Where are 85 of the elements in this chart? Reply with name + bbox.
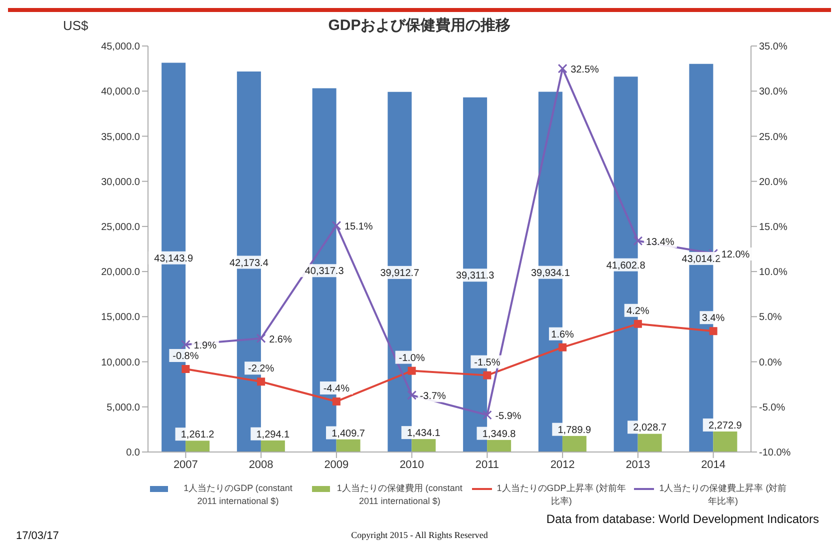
point <box>407 390 417 400</box>
data-label: 1.9% <box>194 340 217 352</box>
y2-tick-label: 35.0% <box>759 42 788 53</box>
y2-tick-label: -5.0% <box>759 402 786 414</box>
data-label: 41,602.8 <box>606 260 646 272</box>
y-tick-label: 10,000.0 <box>101 357 140 368</box>
bar <box>713 431 738 452</box>
legend-label: 1人当たりのGDP (constant 2011 international $) <box>182 482 294 508</box>
data-label: -4.4% <box>323 383 350 394</box>
y2-tick-label: -10.0% <box>759 448 791 459</box>
chart-title: GDPおよび保健費用の推移 <box>328 17 511 34</box>
point <box>558 64 568 74</box>
point <box>633 236 643 246</box>
point <box>558 343 567 352</box>
y2-tick-label: 10.0% <box>759 267 788 278</box>
x-tick-label: 2009 <box>324 458 349 471</box>
data-label: 1,409.7 <box>332 428 366 440</box>
x-tick-label: 2008 <box>248 458 274 471</box>
y-tick-label: 30,000.0 <box>101 176 140 188</box>
data-label: 15.1% <box>344 222 373 233</box>
y-tick-label: 5,000.0 <box>106 402 140 414</box>
y-tick-label: 35,000.0 <box>101 132 140 143</box>
x-tick-label: 2011 <box>475 458 500 471</box>
y2-tick-label: 0.0% <box>759 357 782 368</box>
legend-label: 1人当たりの保健費用 (constant 2011 international $) <box>336 482 464 508</box>
y-tick-label: 0.0 <box>126 448 140 459</box>
y2-tick-label: 30.0% <box>759 86 788 98</box>
text: Copyright 2015 - All Rights Reserved <box>351 530 488 540</box>
data-label: 43,143.9 <box>154 253 194 264</box>
data-label: -0.8% <box>172 350 199 362</box>
y-tick-label: 40,000.0 <box>101 86 140 98</box>
data-label: 1,349.8 <box>482 428 516 440</box>
data-label: 1,261.2 <box>180 430 215 441</box>
data-label: 3.4% <box>702 313 725 324</box>
y2-tick-label: 5.0% <box>759 312 782 324</box>
legend-label: 1人当たりのGDP上昇率 (対前年比率) <box>496 482 626 508</box>
data-label: 39,311.3 <box>456 270 495 282</box>
data-label: -1.0% <box>398 352 425 364</box>
data-label: 32.5% <box>570 64 600 76</box>
data-label: 1,434.1 <box>407 428 441 440</box>
x-tick-label: 2013 <box>626 458 650 471</box>
text: 17/03/17 <box>16 530 59 542</box>
point <box>408 366 416 375</box>
data-label: 39,934.1 <box>530 268 570 279</box>
y-axis-title: US$ <box>63 18 88 33</box>
data-label: 39,912.7 <box>380 268 420 279</box>
data-label: 42,173.4 <box>229 258 269 269</box>
data-label: 12.0% <box>721 250 750 261</box>
data-label: 2.6% <box>269 334 292 346</box>
point <box>182 364 190 373</box>
text: Data from database: World Development Indicators <box>546 512 819 526</box>
data-label: -2.2% <box>248 364 274 375</box>
point <box>332 397 340 406</box>
legend-label: 1人当たりの保健費上昇率 (対前年比率) <box>658 482 788 508</box>
x-tick-label: 2014 <box>701 458 726 471</box>
point <box>332 220 342 230</box>
point <box>483 371 492 380</box>
y2-tick-label: 25.0% <box>759 132 788 143</box>
y-tick-label: 15,000.0 <box>101 312 140 324</box>
data-label: -1.5% <box>474 357 500 368</box>
data-label: 4.2% <box>626 306 650 317</box>
data-label: 2,028.7 <box>633 422 667 434</box>
point <box>634 320 642 328</box>
y2-tick-label: 20.0% <box>759 176 788 188</box>
data-label: 40,317.3 <box>304 266 344 278</box>
data-label: 13.4% <box>646 236 674 248</box>
point <box>709 327 718 336</box>
data-label: 43,014.2 <box>682 254 722 265</box>
x-tick-label: 2007 <box>173 458 198 471</box>
data-label: 1,789.9 <box>558 424 592 436</box>
point <box>180 340 190 350</box>
x-tick-label: 2010 <box>400 458 424 471</box>
point <box>482 410 492 420</box>
point <box>256 334 266 344</box>
x-tick-label: 2012 <box>550 458 575 471</box>
data-label: 1,294.1 <box>256 429 290 440</box>
y-tick-label: 25,000.0 <box>101 222 140 233</box>
data-label: -3.7% <box>420 391 446 402</box>
y-tick-label: 20,000.0 <box>101 267 140 278</box>
y2-tick-label: 15.0% <box>759 222 788 233</box>
y-tick-label: 45,000.0 <box>101 42 140 53</box>
data-label: -5.9% <box>495 411 522 422</box>
data-label: 1.6% <box>551 329 574 340</box>
data-label: 2,272.9 <box>708 420 742 432</box>
point <box>257 378 266 386</box>
